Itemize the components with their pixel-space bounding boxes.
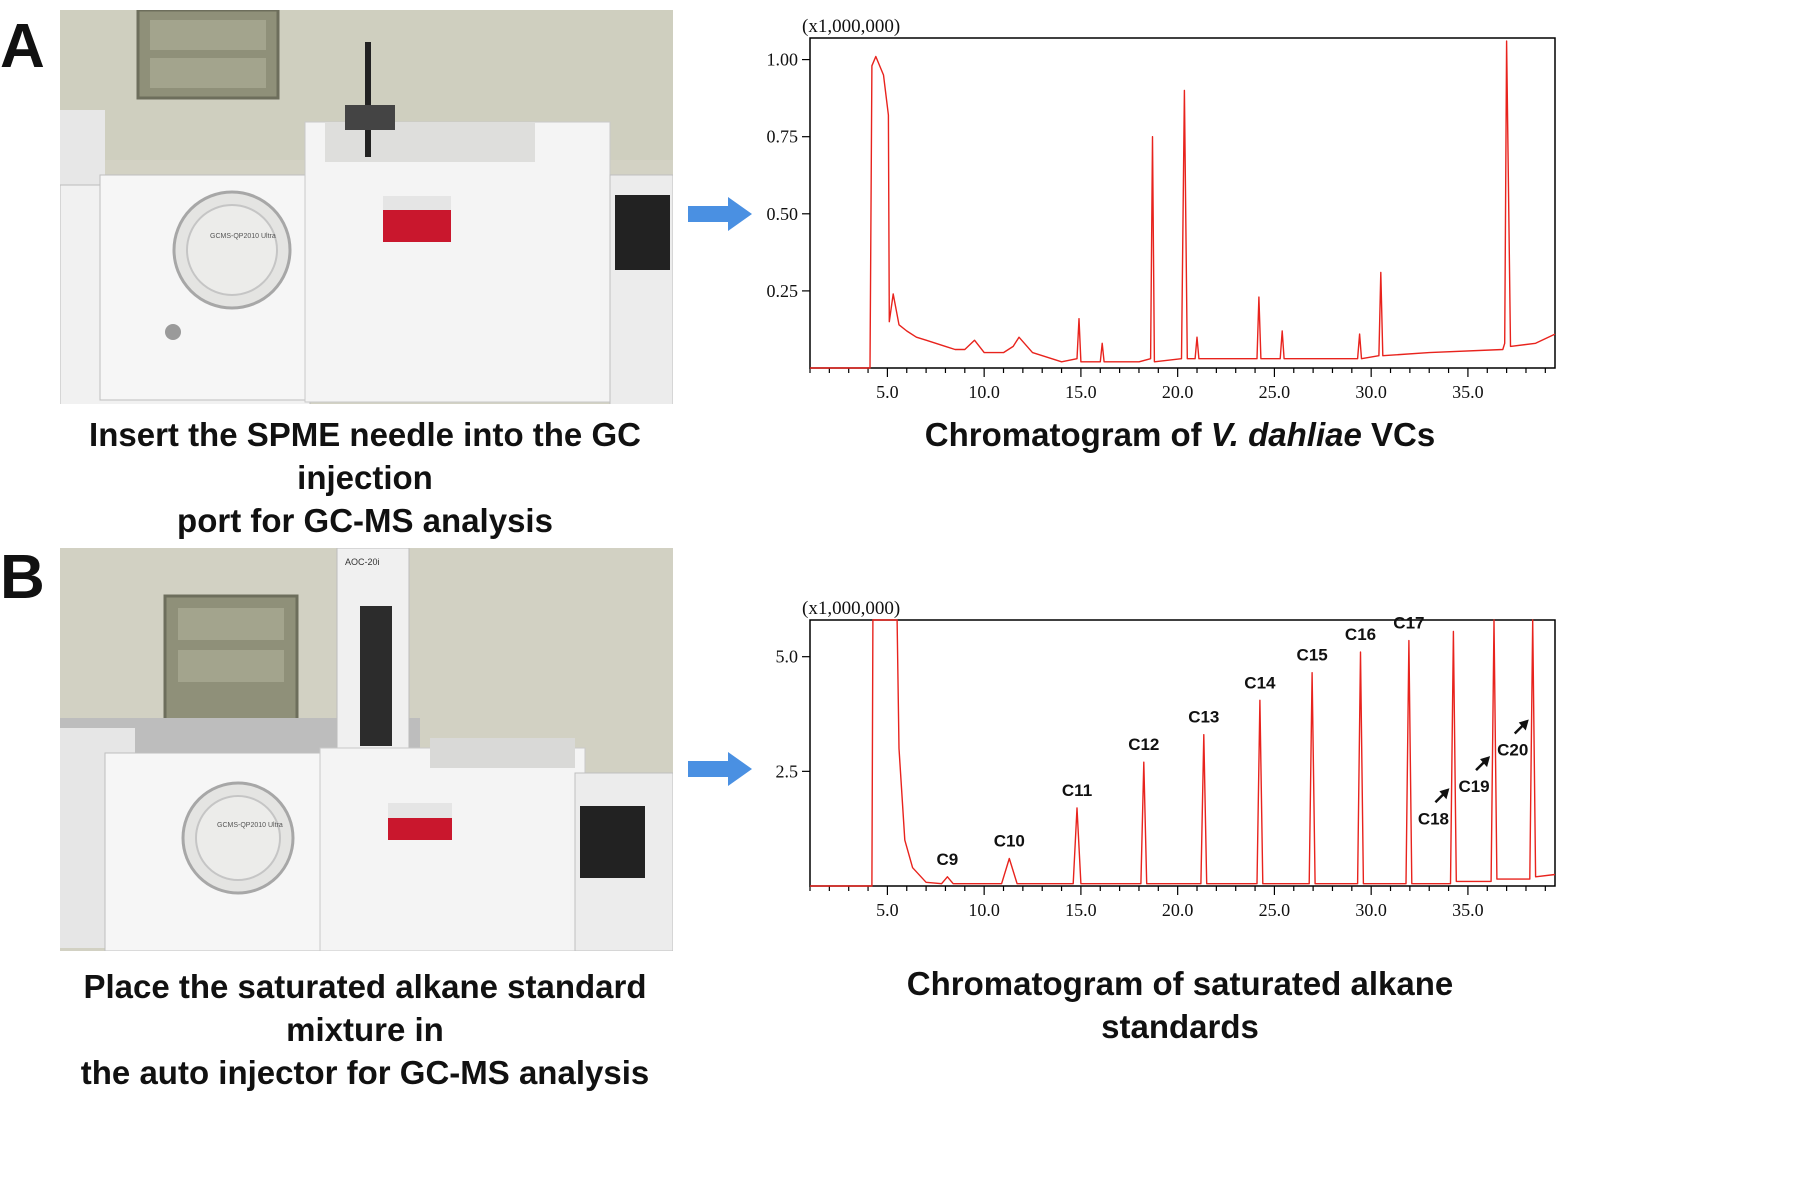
peak-label-c10: C10 xyxy=(994,831,1025,850)
peak-label-c20: C20 xyxy=(1497,740,1528,759)
panel-letter-b: B xyxy=(0,543,45,612)
x-tick-label: 5.0 xyxy=(876,382,899,402)
peak-label-c11: C11 xyxy=(1062,781,1092,800)
peak-label-c14: C14 xyxy=(1244,673,1276,692)
x-tick-label: 20.0 xyxy=(1162,900,1194,920)
peak-arrowhead-c19 xyxy=(1480,756,1491,768)
y-tick-label: 2.5 xyxy=(776,761,799,781)
chromatogram-trace xyxy=(810,619,1556,887)
chart-caption-a-prefix: Chromatogram of xyxy=(924,416,1202,453)
photo-caption-a-line2: port for GC-MS analysis xyxy=(177,502,553,539)
peak-label-c9: C9 xyxy=(937,850,959,869)
plot-frame xyxy=(809,37,1556,369)
peak-label-c17: C17 xyxy=(1393,614,1424,633)
peak-label-c15: C15 xyxy=(1297,646,1328,665)
x-tick-label: 10.0 xyxy=(968,382,1000,402)
injector-label-text: AOC-20i xyxy=(345,557,380,567)
photo-auto-injector-b: GCMS-QP2010 Ultra AOC-20i xyxy=(60,548,673,951)
peak-label-c12: C12 xyxy=(1128,735,1159,754)
panel-letter-a: A xyxy=(0,12,45,81)
y-scale-label: (x1,000,000) xyxy=(802,16,900,37)
chromatogram-chart-a: (x1,000,000) 5.0 10.0 15.0 20.0 25.0 30.0 35.0 0… xyxy=(745,10,1565,415)
photo-caption-a-line1: Insert the SPME needle into the GC injec… xyxy=(89,416,641,496)
right-arrow-icon-b xyxy=(688,752,752,786)
x-tick-label: 25.0 xyxy=(1259,900,1291,920)
y-tick-label: 1.00 xyxy=(767,50,799,70)
x-tick-label: 5.0 xyxy=(876,900,899,920)
peak-label-c19: C19 xyxy=(1458,777,1489,796)
x-tick-label: 30.0 xyxy=(1355,900,1387,920)
photo-caption-b-line2: the auto injector for GC-MS analysis xyxy=(80,1054,650,1091)
x-tick-label: 35.0 xyxy=(1452,382,1484,402)
photo-caption-a: Insert the SPME needle into the GC injec… xyxy=(40,413,690,542)
chart-caption-a-suffix: VCs xyxy=(1371,416,1436,453)
x-tick-label: 25.0 xyxy=(1259,382,1291,402)
chromatogram-svg-a: (x1,000,000) 5.0 10.0 15.0 20.0 25.0 30.0 35.0 0… xyxy=(767,16,1556,402)
y-scale-label: (x1,000,000) xyxy=(802,598,900,619)
right-arrow-icon-a xyxy=(688,197,752,231)
front-label-text: GCMS-QP2010 Ultra xyxy=(210,233,276,240)
front-label-text-b: GCMS-QP2010 Ultra xyxy=(217,822,283,829)
x-tick-label: 15.0 xyxy=(1065,382,1097,402)
plot-frame xyxy=(809,619,1556,887)
chromatogram-trace xyxy=(810,40,1556,369)
y-tick-label: 0.50 xyxy=(767,204,799,224)
peak-arrowhead-c20 xyxy=(1518,719,1529,731)
chart-caption-b: Chromatogram of saturated alkane standar… xyxy=(906,965,1454,1045)
x-tick-label: 30.0 xyxy=(1355,382,1387,402)
photo-gc-ms-instrument-a: GCMS-QP2010 Ultra xyxy=(60,10,673,404)
peak-label-c16: C16 xyxy=(1345,625,1376,644)
chart-caption-a: Chromatogram of V. dahliae VCs xyxy=(900,413,1460,456)
chromatogram-chart-b: (x1,000,000) 5.0 10.0 15.0 20.0 25.0 30.0 35.0 2… xyxy=(745,590,1565,930)
peak-label-c18: C18 xyxy=(1418,809,1449,828)
x-tick-label: 10.0 xyxy=(968,900,1000,920)
x-tick-label: 35.0 xyxy=(1452,900,1484,920)
y-tick-label: 5.0 xyxy=(776,647,799,667)
photo-caption-b: Place the saturated alkane standard mixt… xyxy=(25,965,705,1094)
x-tick-label: 20.0 xyxy=(1162,382,1194,402)
chromatogram-svg-b: (x1,000,000) 5.0 10.0 15.0 20.0 25.0 30.0 35.0 2… xyxy=(776,598,1556,920)
photo-caption-b-line1: Place the saturated alkane standard mixt… xyxy=(83,968,647,1048)
chart-caption-a-italic: V. dahliae xyxy=(1210,416,1362,453)
x-tick-label: 15.0 xyxy=(1065,900,1097,920)
peak-arrowhead-c18 xyxy=(1439,788,1450,800)
peak-label-c13: C13 xyxy=(1188,708,1219,727)
y-tick-label: 0.75 xyxy=(767,127,799,147)
y-tick-label: 0.25 xyxy=(767,281,799,301)
